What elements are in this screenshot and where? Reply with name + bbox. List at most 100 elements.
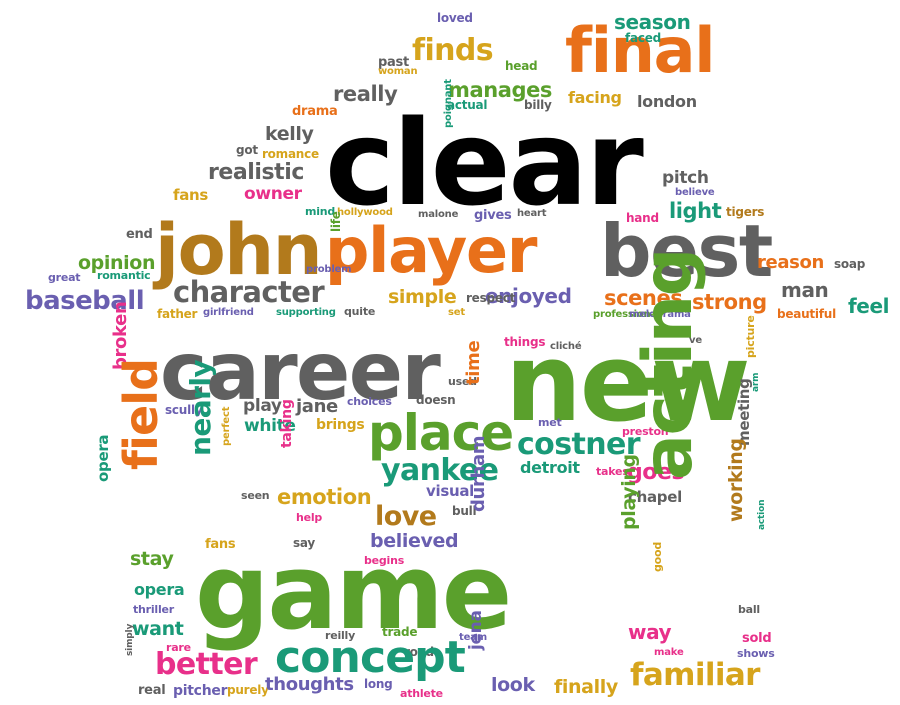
cloud-word: got — [236, 143, 258, 157]
cloud-word: opera — [94, 434, 112, 482]
cloud-word: look — [491, 674, 535, 696]
cloud-word: respect — [466, 291, 516, 305]
cloud-word: purely — [227, 683, 269, 697]
cloud-word: supporting — [276, 307, 336, 318]
cloud-word: fans — [205, 537, 236, 552]
cloud-word: arm — [751, 372, 761, 392]
cloud-word: set — [448, 307, 465, 318]
cloud-word: game — [195, 531, 512, 653]
cloud-word: final — [565, 14, 716, 87]
cloud-word: heart — [517, 208, 547, 219]
cloud-word: hand — [626, 211, 659, 225]
cloud-word: romance — [262, 147, 319, 161]
cloud-word: baseball — [25, 286, 145, 316]
cloud-word: scenes — [604, 286, 683, 310]
cloud-word: man — [781, 278, 829, 302]
cloud-word: loved — [437, 11, 473, 25]
cloud-word: clear — [325, 94, 644, 232]
cloud-word: actual — [447, 98, 488, 112]
cloud-word: jane — [296, 396, 338, 417]
cloud-word: problem — [306, 264, 352, 275]
cloud-word: acting — [629, 249, 708, 480]
cloud-word: reilly — [325, 629, 356, 642]
cloud-word: picture — [744, 315, 757, 358]
cloud-word: love — [375, 501, 437, 532]
cloud-word: believe — [675, 187, 715, 198]
cloud-word: time — [463, 340, 484, 385]
cloud-word: yankee — [381, 453, 499, 488]
cloud-word: opinion — [78, 252, 156, 274]
cloud-word: thoughts — [265, 674, 354, 695]
cloud-word: professional — [593, 309, 661, 320]
cloud-word: want — [132, 618, 184, 640]
cloud-word: reason — [757, 252, 824, 273]
cloud-word: way — [628, 620, 672, 644]
cloud-word: career — [160, 325, 441, 418]
cloud-word: stay — [130, 548, 174, 570]
cloud-word: road — [404, 645, 434, 659]
cloud-word: long — [364, 677, 393, 691]
cloud-word: thriller — [133, 603, 174, 616]
cloud-word: realistic — [208, 160, 304, 185]
cloud-word: costner — [517, 427, 640, 462]
cloud-word: john — [155, 209, 323, 291]
cloud-word: romantic — [97, 269, 151, 282]
cloud-word: say — [293, 536, 315, 550]
cloud-word: field — [114, 358, 168, 470]
cloud-word: action — [757, 499, 767, 530]
cloud-word: pitcher — [173, 683, 228, 699]
cloud-word: feel — [848, 294, 890, 318]
cloud-word: detroit — [520, 458, 580, 477]
cloud-word: things — [504, 335, 546, 349]
cloud-word: real — [138, 683, 166, 698]
cloud-word: drama — [292, 104, 338, 119]
cloud-word: athlete — [400, 687, 443, 700]
cloud-word: begins — [364, 554, 405, 567]
cloud-word: player — [325, 214, 537, 287]
cloud-word: sold — [742, 631, 772, 646]
cloud-word: beautiful — [777, 307, 836, 321]
cloud-word: bull — [452, 504, 477, 518]
cloud-word: goes — [627, 460, 685, 485]
cloud-word: cliché — [550, 341, 582, 352]
cloud-word: tigers — [726, 205, 765, 219]
cloud-word: character — [173, 275, 325, 309]
cloud-word: london — [637, 92, 697, 111]
cloud-word: woman — [378, 66, 418, 77]
cloud-word: great — [48, 271, 81, 284]
cloud-word: nearly — [184, 359, 217, 456]
cloud-word: past — [378, 55, 409, 70]
cloud-word: end — [126, 227, 153, 242]
cloud-word: play — [243, 396, 282, 416]
cloud-word: finally — [554, 676, 618, 698]
cloud-word: fans — [173, 186, 209, 204]
cloud-word: brings — [316, 417, 365, 433]
cloud-word: shows — [737, 647, 775, 660]
cloud-word: quite — [344, 305, 376, 318]
cloud-word: malone — [418, 209, 459, 220]
cloud-word: used — [448, 375, 477, 388]
cloud-word: strong — [692, 290, 767, 314]
cloud-word: pitch — [662, 168, 709, 188]
cloud-word: season — [614, 10, 691, 34]
cloud-word: meeting — [735, 378, 753, 446]
cloud-word: good — [651, 542, 664, 572]
cloud-word: place — [368, 404, 514, 462]
cloud-word: make — [654, 647, 684, 658]
cloud-word: doesn — [416, 393, 456, 407]
cloud-word: white — [244, 416, 296, 436]
cloud-word: melodrama — [629, 309, 691, 320]
cloud-word: rare — [166, 641, 191, 654]
cloud-word: taking — [279, 399, 295, 448]
cloud-word: best — [600, 209, 773, 293]
cloud-word: simply — [125, 623, 135, 656]
cloud-word: scully — [165, 403, 203, 417]
cloud-word: better — [155, 647, 258, 682]
cloud-word: met — [538, 416, 562, 429]
cloud-word: soap — [834, 257, 866, 271]
cloud-word: preston — [622, 425, 669, 438]
cloud-word: new — [505, 321, 751, 446]
cloud-word: concept — [275, 632, 466, 683]
cloud-word: light — [669, 199, 722, 223]
